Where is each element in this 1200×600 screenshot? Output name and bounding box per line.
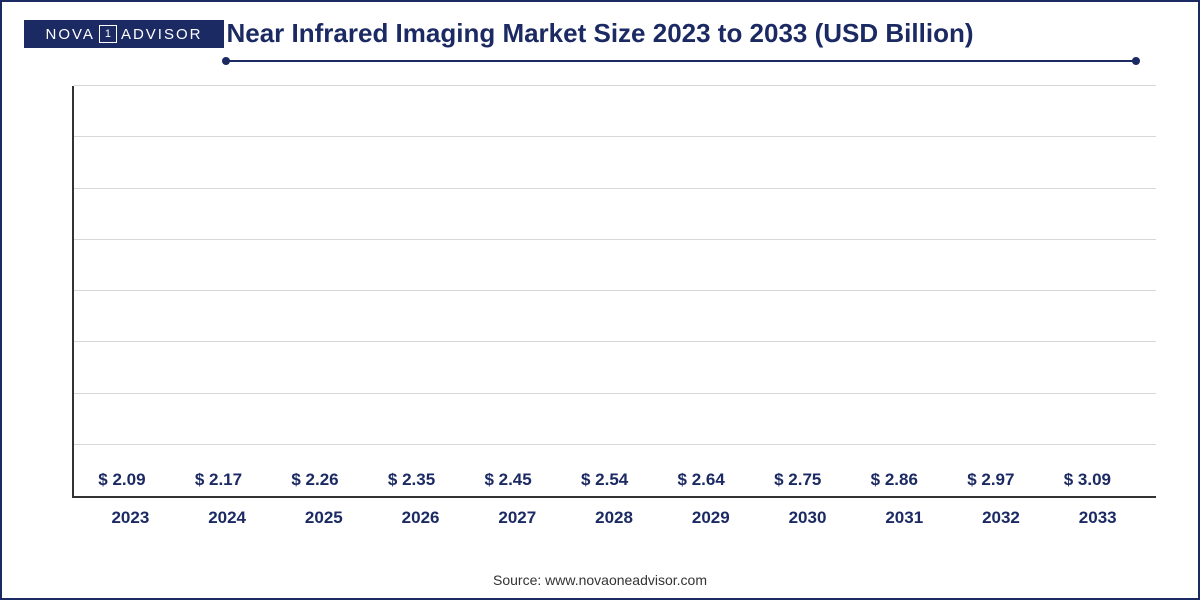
bars-container: $ 2.09 $ 2.17 $ 2.26 $ 2.35 $ 2.45 $ 2.54 $ 2.… xyxy=(74,86,1156,496)
gridline xyxy=(74,239,1156,240)
chart-area: $ 2.09 $ 2.17 $ 2.26 $ 2.35 $ 2.45 $ 2.54 $ 2.… xyxy=(72,86,1156,538)
gridline xyxy=(74,188,1156,189)
title-rule xyxy=(226,60,1136,62)
x-axis-labels: 2023202420252026202720282029203020312032… xyxy=(72,498,1156,538)
x-axis-label: 2031 xyxy=(856,498,953,538)
bar-value-label: $ 2.86 xyxy=(871,470,918,490)
gridline xyxy=(74,290,1156,291)
gridline xyxy=(74,136,1156,137)
x-axis-label: 2033 xyxy=(1049,498,1146,538)
gridline xyxy=(74,85,1156,86)
chart-title: Near Infrared Imaging Market Size 2023 t… xyxy=(2,18,1198,49)
x-axis-label: 2028 xyxy=(566,498,663,538)
bar-value-label: $ 2.26 xyxy=(291,470,338,490)
gridline xyxy=(74,444,1156,445)
bar-value-label: $ 2.09 xyxy=(98,470,145,490)
x-axis-label: 2032 xyxy=(953,498,1050,538)
x-axis-label: 2023 xyxy=(82,498,179,538)
plot-area: $ 2.09 $ 2.17 $ 2.26 $ 2.35 $ 2.45 $ 2.54 $ 2.… xyxy=(72,86,1156,498)
x-axis-label: 2025 xyxy=(275,498,372,538)
x-axis-label: 2030 xyxy=(759,498,856,538)
x-axis-label: 2024 xyxy=(179,498,276,538)
bar-value-label: $ 2.17 xyxy=(195,470,242,490)
bar-value-label: $ 2.45 xyxy=(484,470,531,490)
bar-value-label: $ 2.54 xyxy=(581,470,628,490)
x-axis-label: 2027 xyxy=(469,498,566,538)
gridline xyxy=(74,393,1156,394)
gridline xyxy=(74,341,1156,342)
bar-value-label: $ 2.75 xyxy=(774,470,821,490)
x-axis-label: 2026 xyxy=(372,498,469,538)
source-text: Source: www.novaoneadvisor.com xyxy=(2,572,1198,588)
x-axis-label: 2029 xyxy=(662,498,759,538)
bar-value-label: $ 2.35 xyxy=(388,470,435,490)
bar-value-label: $ 2.97 xyxy=(967,470,1014,490)
bar-value-label: $ 3.09 xyxy=(1064,470,1111,490)
chart-frame: NOVA 1 ADVISOR Near Infrared Imaging Mar… xyxy=(0,0,1200,600)
bar-value-label: $ 2.64 xyxy=(678,470,725,490)
